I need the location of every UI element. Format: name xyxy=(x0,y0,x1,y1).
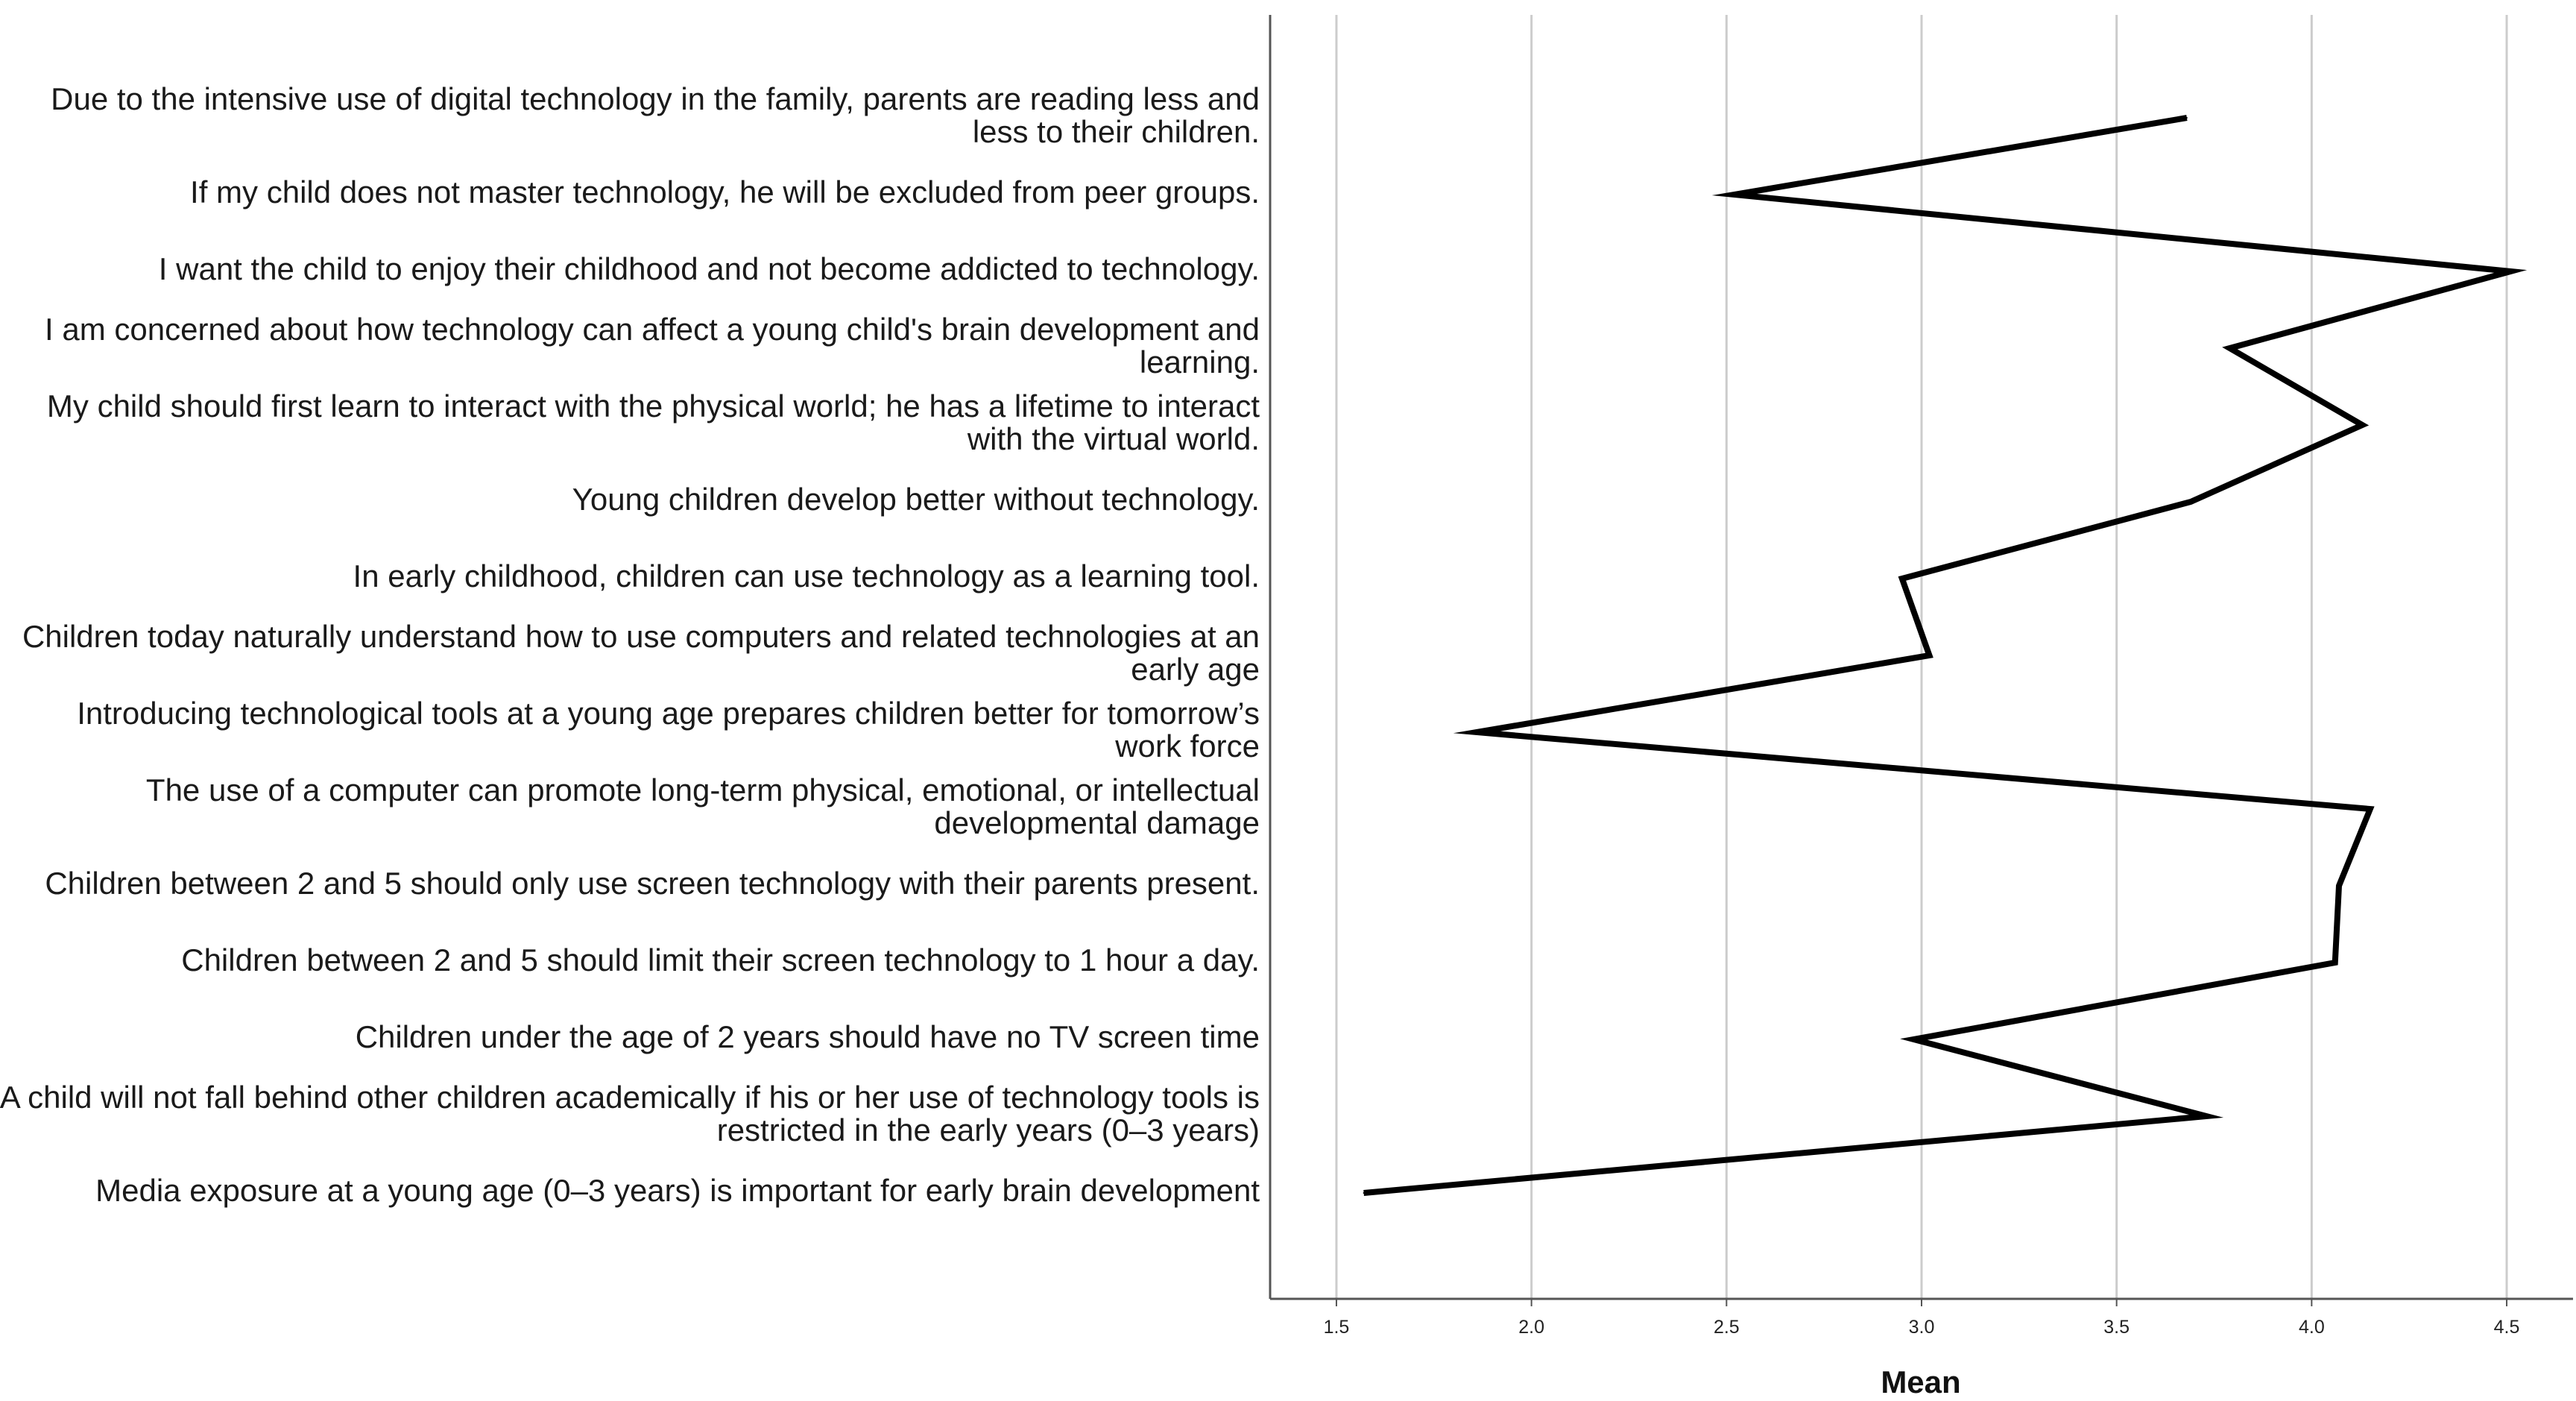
x-tick-label: 1.5 xyxy=(1324,1317,1350,1338)
category-label: less to their children. xyxy=(973,114,1260,149)
data-point xyxy=(2334,962,2336,963)
data-point xyxy=(2337,885,2340,887)
category-label: Young children develop better without te… xyxy=(572,482,1260,517)
category-label: Due to the intensive use of digital tech… xyxy=(51,81,1260,116)
data-point xyxy=(1901,578,1903,579)
data-point xyxy=(2361,424,2364,426)
x-tick-label: 3.0 xyxy=(1909,1317,1935,1338)
category-label: I am concerned about how technology can … xyxy=(45,312,1260,347)
category-label: early age xyxy=(1131,652,1260,687)
grid-lines xyxy=(1335,15,2508,1299)
data-point xyxy=(2190,501,2192,503)
category-label: work force xyxy=(1114,728,1260,764)
category-label: I want the child to enjoy their childhoo… xyxy=(159,251,1260,286)
data-point xyxy=(2369,808,2371,810)
category-label: Children today naturally understand how … xyxy=(22,619,1260,654)
data-point xyxy=(2206,1115,2208,1117)
category-label: Children under the age of 2 years should… xyxy=(356,1019,1260,1054)
x-tick-label: 4.5 xyxy=(2494,1317,2520,1338)
x-tick-label: 4.0 xyxy=(2299,1317,2325,1338)
series-line xyxy=(1363,115,2528,1196)
category-label: If my child does not master technology, … xyxy=(190,174,1260,210)
x-tick-label: 3.5 xyxy=(2103,1317,2130,1338)
category-label: Children between 2 and 5 should only use… xyxy=(45,866,1260,901)
x-tick-label: 2.0 xyxy=(1518,1317,1544,1338)
x-tick-labels: 1.5 2.0 2.5 3.0 3.5 4.0 4.5 xyxy=(1324,1299,2520,1338)
category-labels: Due to the intensive use of digital tech… xyxy=(0,81,1260,1208)
category-label: Media exposure at a young age (0–3 years… xyxy=(95,1173,1260,1208)
category-label: In early childhood, children can use tec… xyxy=(353,558,1260,594)
category-label: The use of a computer can promote long-t… xyxy=(146,772,1260,807)
category-label: A child will not fall behind other child… xyxy=(0,1080,1260,1115)
data-point xyxy=(2510,271,2512,272)
data-point xyxy=(1913,1039,1915,1040)
category-label: learning. xyxy=(1140,344,1260,380)
category-label: restricted in the early years (0–3 years… xyxy=(717,1112,1260,1147)
category-label: Introducing technological tools at a you… xyxy=(77,696,1260,731)
data-point xyxy=(1928,655,1931,656)
category-label: My child should first learn to interact … xyxy=(47,388,1260,424)
category-label: developmental damage xyxy=(934,805,1260,840)
x-tick-label: 2.5 xyxy=(1714,1317,1740,1338)
category-label: with the virtual world. xyxy=(967,421,1260,456)
x-axis-title: Mean xyxy=(1881,1364,1960,1400)
category-label: Children between 2 and 5 should limit th… xyxy=(181,942,1260,977)
data-point xyxy=(1476,731,1478,733)
data-point xyxy=(1733,194,1735,195)
mean-series xyxy=(1363,115,2528,1196)
data-point xyxy=(1363,1192,1365,1194)
data-point xyxy=(2229,347,2231,349)
data-point xyxy=(2185,117,2188,119)
